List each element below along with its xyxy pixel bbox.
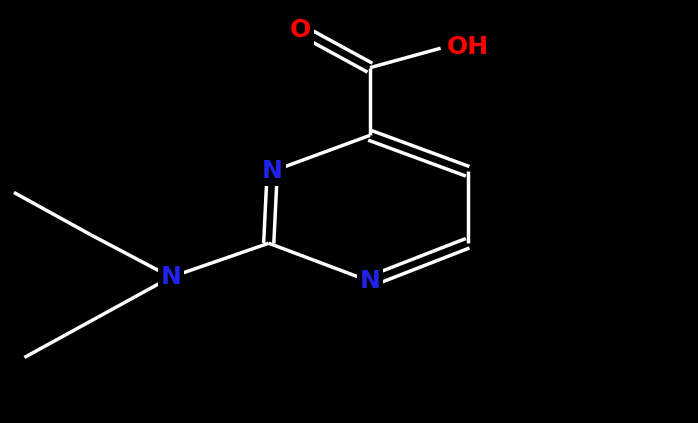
Text: N: N xyxy=(161,265,181,289)
Text: OH: OH xyxy=(447,35,489,58)
Text: N: N xyxy=(359,269,380,293)
Text: O: O xyxy=(290,18,311,41)
Text: N: N xyxy=(262,159,283,183)
Text: OH: OH xyxy=(447,35,489,58)
Text: O: O xyxy=(290,18,311,41)
Text: N: N xyxy=(262,159,283,183)
Text: N: N xyxy=(359,269,380,293)
Text: N: N xyxy=(161,265,181,289)
